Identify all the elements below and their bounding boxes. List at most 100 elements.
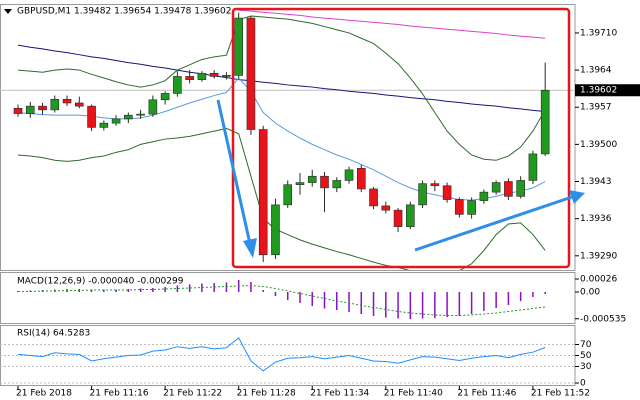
macd-panel-frame: [0, 272, 576, 324]
x-tick-label: 21 Feb 11:34: [310, 389, 369, 399]
candle-body: [197, 72, 207, 80]
macd-bar: [495, 292, 497, 308]
highlight-box: [231, 7, 571, 269]
macd-bar: [225, 282, 228, 292]
y-tick-label: 0.00: [580, 288, 600, 298]
macd-bar: [188, 284, 191, 292]
rsi-line: [17, 337, 546, 372]
macd-bar: [470, 292, 473, 314]
x-tick-label: 21 Feb 11:16: [90, 389, 149, 399]
candle-body: [38, 105, 47, 111]
price-title: GBPUSD,M1 1.39482 1.39654 1.39478 1.3960…: [17, 7, 231, 17]
y-tick-label: 0.00026: [580, 275, 617, 285]
macd-bar: [348, 292, 350, 312]
macd-bar: [262, 290, 264, 292]
candle-body: [62, 98, 72, 104]
macd-bar: [299, 292, 301, 303]
y-tick-label: -0.000535: [580, 314, 626, 324]
macd-bar: [544, 292, 546, 294]
macd-bar: [201, 283, 203, 292]
indicator-line: [238, 9, 546, 39]
macd-bar: [397, 292, 399, 319]
macd-bar: [421, 292, 424, 319]
candle-body: [479, 191, 489, 201]
macd-bar: [409, 292, 412, 319]
y-tick-label: 70: [580, 340, 592, 350]
macd-bar: [103, 289, 105, 292]
candle-body: [234, 17, 243, 76]
x-tick-label: 21 Feb 11:52: [531, 389, 590, 399]
rsi-title: RSI(14) 64.5283: [17, 329, 90, 339]
macd-bar: [311, 292, 313, 306]
y-tick-label: 1.3936: [580, 214, 612, 224]
indicator-line: [17, 44, 546, 112]
candle-body: [136, 113, 145, 116]
candle-body: [295, 182, 305, 185]
macd-bar: [127, 289, 130, 292]
candle-body: [540, 89, 550, 155]
candle-body: [504, 181, 513, 197]
x-tick-label: 21 Feb 11:22: [163, 389, 222, 399]
y-tick-label: 1.3964: [580, 66, 612, 76]
candle-body: [50, 98, 60, 111]
candle-body: [209, 72, 219, 77]
last-price-box: [575, 84, 640, 97]
macd-bar: [90, 289, 93, 292]
candle-body: [160, 93, 170, 101]
arrow-down: [216, 99, 257, 258]
candle-body: [173, 76, 182, 94]
macd-bar: [360, 292, 363, 314]
candle-body: [307, 175, 317, 183]
candle-body: [369, 188, 378, 207]
candle-body: [381, 205, 391, 211]
candle-body: [442, 185, 452, 200]
candle-body: [528, 153, 538, 181]
candle-body: [393, 209, 403, 227]
macd-bar: [274, 292, 277, 296]
y-tick-label: 1.39710: [580, 28, 617, 38]
candle-body: [75, 102, 84, 107]
candle-body: [99, 122, 109, 128]
x-tick-label: 21 Feb 11:40: [384, 389, 443, 399]
macd-bar: [434, 292, 436, 318]
macd-bar: [323, 292, 326, 309]
indicator-line: [17, 77, 546, 201]
macd-bar: [164, 287, 166, 292]
candle-body: [258, 129, 268, 256]
x-tick-label: 21 Feb 11:46: [457, 389, 516, 399]
macd-bar: [372, 292, 375, 316]
y-tick-label: 30: [580, 362, 592, 372]
candle-body: [344, 169, 354, 181]
candle-body: [283, 184, 293, 206]
macd-bar: [152, 288, 154, 292]
macd-bar: [507, 292, 510, 305]
candle-body: [418, 183, 427, 206]
candle-body: [13, 107, 23, 114]
macd-title: MACD(12,26,9) -0.000040 -0.000299: [17, 277, 184, 287]
signal-line: [18, 284, 546, 316]
y-tick-label: 50: [580, 351, 592, 361]
macd-bar: [176, 285, 179, 292]
candle-body: [430, 183, 440, 187]
x-tick-label: 21 Feb 2018: [16, 389, 72, 399]
x-tick-label: 21 Feb 11:28: [237, 389, 296, 399]
candle-body: [111, 118, 121, 124]
candle-body: [185, 76, 194, 80]
last-price-label: 1.39602: [580, 86, 617, 96]
y-tick-label: 1.39500: [580, 140, 617, 150]
macd-bar: [286, 292, 289, 300]
candle-body: [222, 75, 231, 77]
macd-bar: [483, 292, 485, 311]
y-tick-label: 1.3943: [580, 177, 612, 187]
y-tick-label: 0: [580, 379, 586, 389]
arrow-up: [414, 190, 585, 252]
candle-body: [148, 99, 158, 115]
y-tick-label: 1.39290: [580, 251, 617, 261]
macd-bar: [139, 288, 142, 292]
candle-body: [271, 204, 280, 256]
candle-body: [246, 17, 256, 130]
macd-bar: [115, 289, 117, 292]
indicator-line: [17, 15, 546, 161]
